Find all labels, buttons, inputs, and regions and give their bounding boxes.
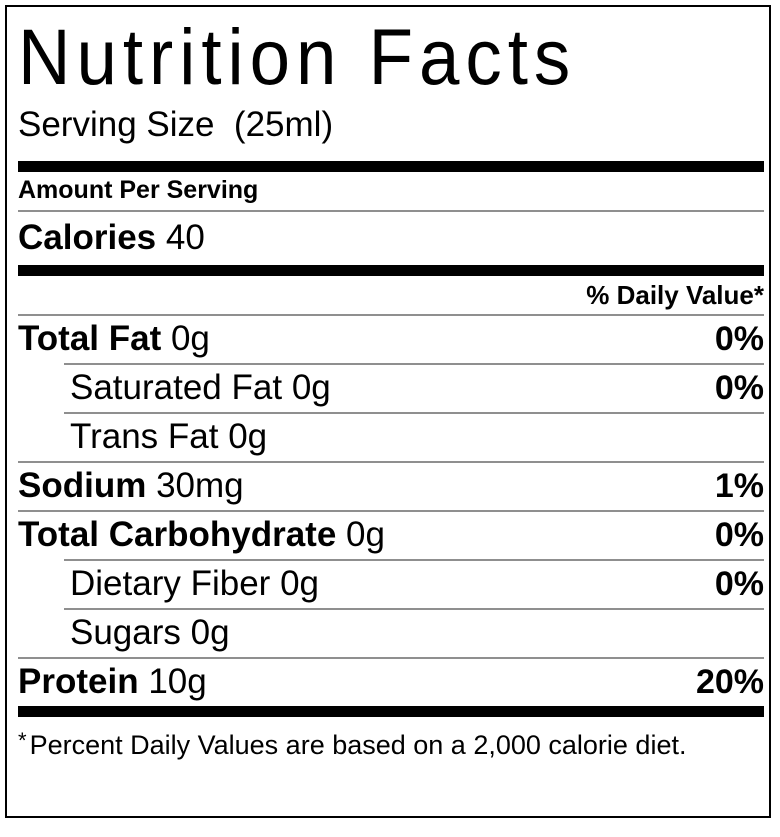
footnote: * Percent Daily Values are based on a 2,0…: [18, 717, 764, 760]
footnote-asterisk: *: [18, 728, 27, 753]
nutrition-facts-panel: Nutrition Facts Serving Size (25ml) Amou…: [5, 5, 771, 818]
nutrient-row-total-carbohydrate: Total Carbohydrate 0g 0%: [18, 512, 764, 559]
divider-hairline-dv: [18, 314, 764, 316]
nutrition-facts-content: Nutrition Facts Serving Size (25ml) Amou…: [18, 7, 764, 760]
nutrient-row-sugars: Sugars 0g: [18, 610, 764, 657]
nutrient-label-trans-fat: Trans Fat 0g: [70, 417, 268, 456]
nutrient-percent-dietary-fiber: 0%: [714, 565, 764, 603]
nutrient-percent-saturated-fat: 0%: [714, 369, 764, 407]
nutrient-percent-protein: 20%: [695, 663, 764, 701]
nutrient-row-saturated-fat: Saturated Fat 0g 0%: [18, 365, 764, 412]
nutrient-label-dietary-fiber: Dietary Fiber 0g: [70, 564, 319, 603]
nutrient-row-total-fat: Total Fat 0g 0%: [18, 316, 764, 363]
calories-value: 40: [165, 218, 205, 257]
calories-label: Calories: [18, 218, 157, 257]
nutrient-percent-sodium: 1%: [714, 467, 764, 505]
amount-per-serving-label: Amount Per Serving: [18, 176, 259, 204]
divider-hairline-sugars: [18, 657, 764, 659]
calories-row: Calories 40: [18, 212, 764, 265]
divider-hairline-total-fat: [64, 363, 764, 365]
nutrient-label-total-carbohydrate: Total Carbohydrate 0g: [18, 515, 385, 554]
nutrient-row-trans-fat: Trans Fat 0g: [18, 414, 764, 461]
nutrient-percent-total-carbohydrate: 0%: [714, 516, 764, 554]
nutrient-label-sodium: Sodium 30mg: [18, 466, 244, 505]
nutrient-label-saturated-fat: Saturated Fat 0g: [70, 368, 331, 407]
serving-size-text: Serving Size (25ml): [18, 105, 334, 144]
nutrient-label-total-fat: Total Fat 0g: [18, 319, 210, 358]
nutrient-label-protein: Protein 10g: [18, 662, 207, 701]
divider-hairline-trans-fat: [18, 461, 764, 463]
divider-hairline-amount: [18, 210, 764, 212]
divider-thick-top: [18, 161, 764, 172]
divider-thick-bottom: [18, 706, 764, 717]
daily-value-header: % Daily Value*: [586, 280, 764, 310]
divider-hairline-saturated-fat: [64, 412, 764, 414]
divider-hairline-sodium: [18, 510, 764, 512]
nutrient-percent-total-fat: 0%: [714, 320, 764, 358]
nutrient-label-sugars: Sugars 0g: [70, 613, 230, 652]
nutrient-row-protein: Protein 10g 20%: [18, 659, 764, 706]
divider-hairline-dietary-fiber: [64, 608, 764, 610]
footnote-text: Percent Daily Values are based on a 2,00…: [29, 730, 687, 760]
nutrient-row-dietary-fiber: Dietary Fiber 0g 0%: [18, 561, 764, 608]
divider-thick-calories: [18, 265, 764, 276]
page-title: Nutrition Facts: [18, 12, 577, 101]
divider-hairline-total-carbohydrate: [64, 559, 764, 561]
nutrient-row-sodium: Sodium 30mg 1%: [18, 463, 764, 510]
